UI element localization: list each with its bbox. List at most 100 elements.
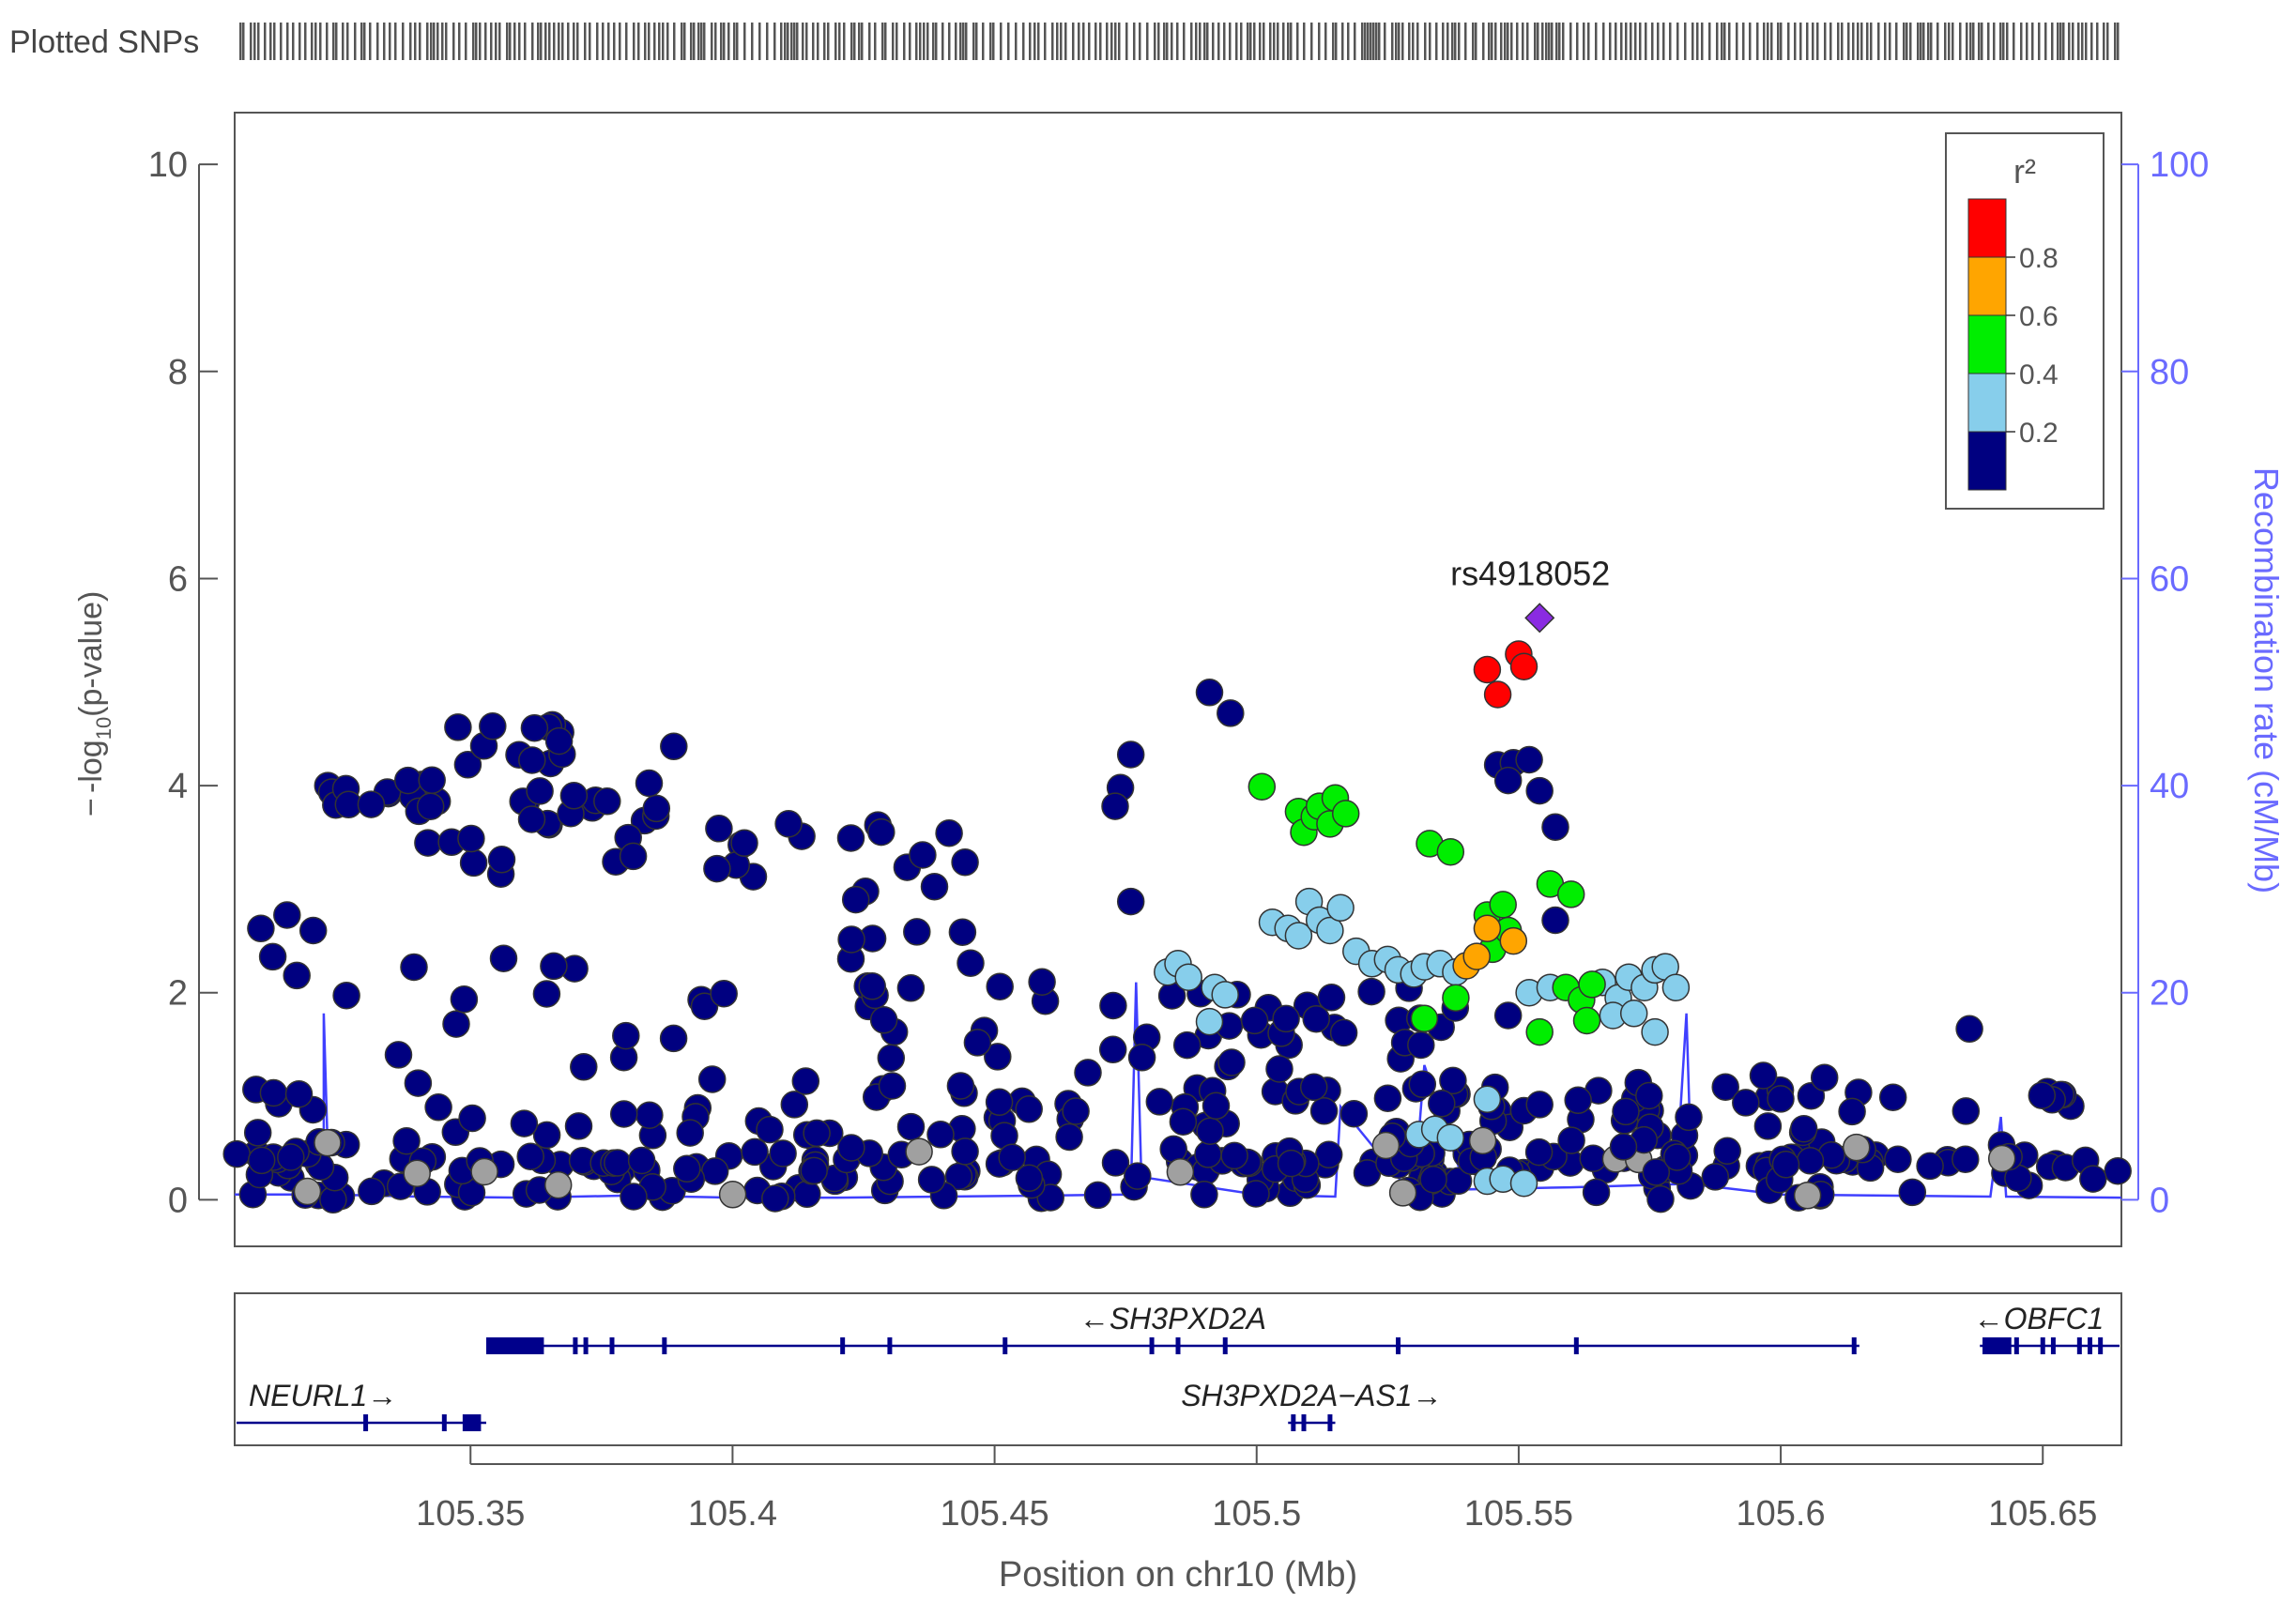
snp-point: [705, 815, 733, 843]
snp-point: [1789, 1114, 1818, 1143]
x-tick-label: 105.35: [416, 1494, 525, 1534]
snp-tick: [1375, 23, 1378, 60]
snp-tick: [2062, 23, 2065, 60]
snp-point: [403, 1159, 431, 1187]
plot-frame: [234, 112, 2122, 1247]
snp-tick: [823, 23, 826, 60]
y-tick-label: 4: [168, 767, 188, 806]
snp-point: [800, 1156, 828, 1185]
snp-tick: [537, 23, 540, 60]
snp-tick: [1154, 23, 1156, 60]
snp-tick: [858, 23, 861, 60]
snp-tick: [1847, 23, 1850, 60]
snp-tick: [743, 23, 746, 60]
snp-point: [793, 1180, 821, 1209]
snp-point: [635, 1101, 664, 1129]
snp-tick: [1625, 23, 1628, 60]
snp-tick: [607, 23, 610, 60]
gene-exon: [1851, 1337, 1857, 1354]
snp-point: [1190, 1181, 1218, 1209]
snp-point: [1473, 1085, 1502, 1114]
snp-point: [909, 841, 937, 869]
snp-tick: [1099, 23, 1102, 60]
snp-tick: [625, 23, 628, 60]
snp-tick: [1630, 23, 1632, 60]
snp-tick: [1229, 23, 1232, 60]
snp-tick: [475, 23, 478, 60]
snp-tick: [2026, 23, 2028, 60]
snp-tick: [342, 23, 344, 60]
snp-point: [1240, 1006, 1269, 1035]
snp-tick: [1332, 23, 1335, 60]
gene-track-frame: [234, 1292, 2122, 1446]
snp-tick: [1860, 23, 1863, 60]
snp-tick: [1756, 23, 1759, 60]
snp-point: [1642, 1158, 1671, 1186]
snp-point: [1299, 1073, 1328, 1102]
snp-tick: [1504, 23, 1507, 60]
snp-tick: [1906, 23, 1908, 60]
snp-tick: [269, 23, 272, 60]
snp-tick: [1534, 23, 1537, 60]
gene-exon: [609, 1337, 615, 1354]
snp-tick: [1429, 23, 1431, 60]
snp-tick: [1082, 23, 1085, 60]
snp-point: [400, 953, 428, 982]
snp-point: [358, 1177, 386, 1206]
snp-point: [2079, 1165, 2107, 1193]
snp-point: [1582, 1178, 1611, 1207]
snp-point: [710, 979, 738, 1008]
snp-tick: [637, 23, 640, 60]
snp-tick: [1442, 23, 1445, 60]
snp-tick: [2068, 23, 2071, 60]
snp-point: [1211, 981, 1239, 1009]
lead-snp-label: rs4918052: [1450, 554, 1610, 592]
snp-point: [1557, 1126, 1585, 1154]
snp-point: [1955, 1015, 1983, 1044]
snp-tick: [619, 23, 621, 60]
snp-point: [459, 848, 488, 878]
snp-point: [948, 918, 977, 946]
x-tick-label: 105.5: [1212, 1494, 1301, 1534]
snp-tick: [1022, 23, 1025, 60]
snp-tick: [1287, 23, 1290, 60]
snp-tick: [335, 23, 338, 60]
snp-point: [1099, 991, 1127, 1020]
snp-tick: [1290, 23, 1293, 60]
snp-point: [293, 1177, 322, 1206]
snp-point: [247, 1146, 276, 1175]
snp-tick: [1269, 23, 1272, 60]
y2-tick-label: 80: [2150, 353, 2189, 392]
legend-tick-label: 0.4: [2019, 359, 2059, 390]
snp-point: [1316, 916, 1344, 945]
gene-exon: [1301, 1414, 1307, 1431]
y2-tick-label: 0: [2150, 1181, 2169, 1220]
snp-tick: [962, 23, 965, 60]
snp-point: [635, 769, 664, 798]
snp-tick: [1464, 23, 1467, 60]
y-axis-right: 0 20 40 60 80 100: [2121, 145, 2209, 1220]
snp-point: [1116, 740, 1145, 769]
snp-tick: [1370, 23, 1372, 60]
snp-point: [1952, 1145, 1980, 1173]
snp-point: [593, 787, 621, 816]
snp-tick: [458, 23, 461, 60]
snp-point: [1329, 1018, 1358, 1047]
snp-point: [1127, 1044, 1156, 1072]
snp-tick: [1993, 23, 1996, 60]
snp-point: [1309, 1097, 1339, 1125]
snp-point: [1661, 973, 1691, 1001]
snp-tick: [1446, 23, 1449, 60]
snp-point: [1388, 1179, 1417, 1207]
snp-tick: [2013, 23, 2015, 60]
snp-tick: [989, 23, 992, 60]
y2-tick-label: 20: [2150, 974, 2189, 1014]
snp-point: [1646, 1184, 1675, 1214]
snp-point: [703, 854, 731, 883]
snp-point: [1194, 1140, 1222, 1168]
snp-tick: [711, 23, 713, 60]
snp-point: [1217, 699, 1245, 727]
snp-tick: [1999, 23, 2002, 60]
snp-tick: [548, 23, 551, 60]
gene-label: NEURL1→: [249, 1379, 397, 1412]
